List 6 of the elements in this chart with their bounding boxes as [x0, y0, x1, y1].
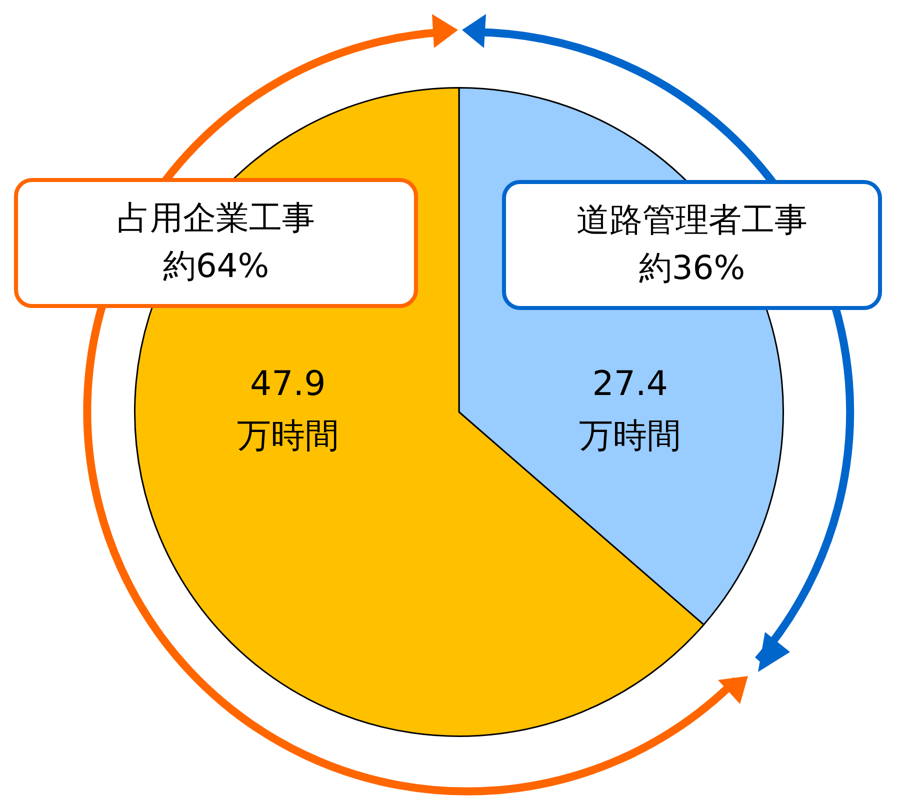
data-label: 47.9 万時間: [236, 364, 339, 456]
data-label: 27.4 万時間: [579, 364, 682, 456]
slice-label: 占用企業工事: [116, 197, 316, 239]
text: 約64%: [162, 245, 270, 287]
slice-label: 道路管理者工事: [576, 199, 808, 241]
text: 約36%: [638, 247, 746, 289]
